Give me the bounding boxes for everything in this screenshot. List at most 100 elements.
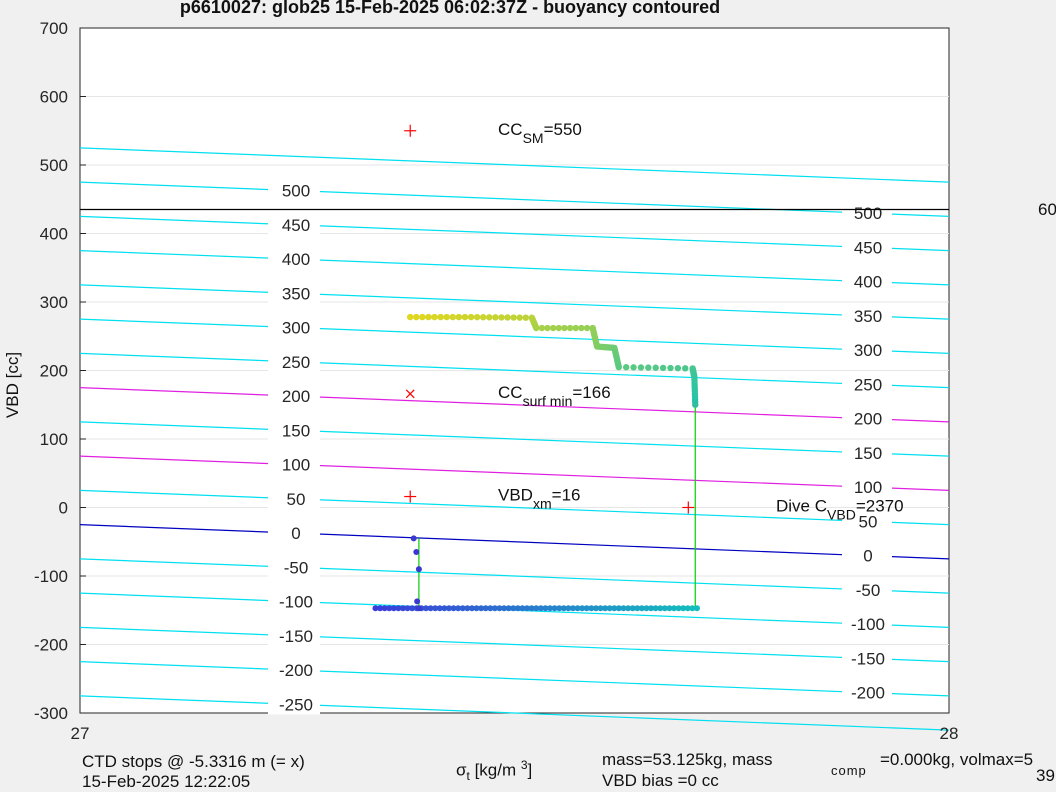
data-point (431, 313, 438, 321)
data-point (622, 364, 630, 371)
contour-label-bg (268, 557, 320, 578)
data-point (555, 324, 563, 332)
ylabel: VBD [cc] (3, 351, 23, 419)
contour-lines: 500450400350300250200150100500-50-100-15… (79, 147, 950, 731)
mass-rest-text: =0.000kg, volmax=5 (880, 750, 1034, 769)
data-point (680, 605, 687, 612)
ytick-label: -200 (34, 636, 68, 655)
data-point (450, 605, 457, 612)
contour-label-right: 50 (859, 512, 878, 531)
data-point (404, 605, 411, 612)
data-point (422, 605, 429, 612)
data-point (427, 605, 434, 612)
data-point (657, 605, 664, 612)
data-point (492, 314, 499, 321)
data-point (544, 324, 551, 332)
data-point (498, 314, 505, 321)
data-point (652, 605, 659, 612)
contour-line (79, 250, 950, 286)
vbd-bias-rest-text: 39 (1036, 766, 1055, 785)
data-point (461, 313, 469, 321)
data-point (377, 605, 384, 612)
data-point (510, 314, 517, 321)
data-point (615, 605, 622, 612)
data-point (684, 605, 691, 612)
data-point (514, 605, 521, 612)
contour-label-left: -100 (279, 593, 313, 612)
marker-annotation: CCSM=550 (498, 120, 582, 146)
contour-label-right: -150 (851, 649, 885, 668)
ytick-label: 200 (40, 362, 68, 381)
contour-label-bg (268, 351, 320, 372)
data-point (473, 605, 480, 612)
data-point (648, 605, 655, 612)
data-point (551, 605, 558, 612)
contour-label-right: 0 (863, 547, 872, 566)
data-point (413, 549, 420, 556)
contour-line (79, 181, 950, 217)
contour-label-bg (268, 420, 320, 441)
contour-label-bg (842, 305, 892, 326)
ytick-label: 0 (59, 499, 68, 518)
mass-comp-sub: comp (831, 763, 867, 778)
contour-label-right: -200 (851, 684, 885, 703)
contour-label-bg (842, 511, 892, 532)
contour-label-left: 300 (282, 319, 310, 338)
data-point (381, 605, 388, 612)
data-point (578, 324, 585, 332)
contour-line (79, 626, 950, 663)
contour-label-right: 250 (854, 375, 882, 394)
data-point (533, 324, 540, 332)
data-point (569, 605, 576, 612)
contour-line (79, 524, 950, 560)
contour-label-bg (268, 694, 320, 715)
data-point (556, 605, 563, 612)
data-point (414, 598, 421, 605)
data-point (692, 401, 699, 408)
data-point (630, 364, 637, 371)
data-point (480, 314, 487, 321)
data-point (634, 605, 641, 612)
data-point (566, 324, 574, 332)
data-point (528, 605, 535, 612)
contour-line (79, 455, 950, 491)
data-point (629, 605, 636, 612)
xtick-label: 28 (940, 724, 959, 743)
marker-x (405, 389, 415, 399)
data-point (372, 605, 379, 612)
data-point (625, 605, 632, 612)
contour-label-right: 200 (854, 410, 882, 429)
contour-line (79, 387, 950, 423)
marker-annotation: VBDxm=16 (498, 486, 580, 512)
contour-label-left: 450 (282, 216, 310, 235)
ytick-label: -300 (34, 704, 68, 723)
data-point (413, 313, 420, 321)
data-point (455, 605, 462, 612)
contour-label-bg (268, 180, 320, 201)
contour-line (79, 318, 950, 354)
right-cut-label: 60 (1038, 200, 1056, 219)
data-point (693, 605, 700, 612)
contour-label-bg (268, 625, 320, 646)
contour-label-bg (268, 591, 320, 612)
data-point (449, 313, 457, 321)
contour-label-right: 450 (854, 238, 882, 257)
data-point (486, 314, 493, 321)
data-point (549, 324, 557, 332)
data-point (674, 364, 682, 372)
data-point (615, 363, 622, 371)
data-point (666, 605, 673, 612)
data-point (443, 313, 450, 321)
data-point (542, 605, 549, 612)
xlabel: σt [kg/m 3] (456, 758, 533, 784)
data-point (522, 314, 529, 321)
data-point (547, 605, 554, 612)
contour-label-left: 350 (282, 284, 310, 303)
contour-label-left: 100 (282, 456, 310, 475)
data-point (661, 605, 668, 612)
data-point (425, 313, 432, 321)
data-point (491, 605, 498, 612)
contour-label-bg (268, 214, 320, 235)
